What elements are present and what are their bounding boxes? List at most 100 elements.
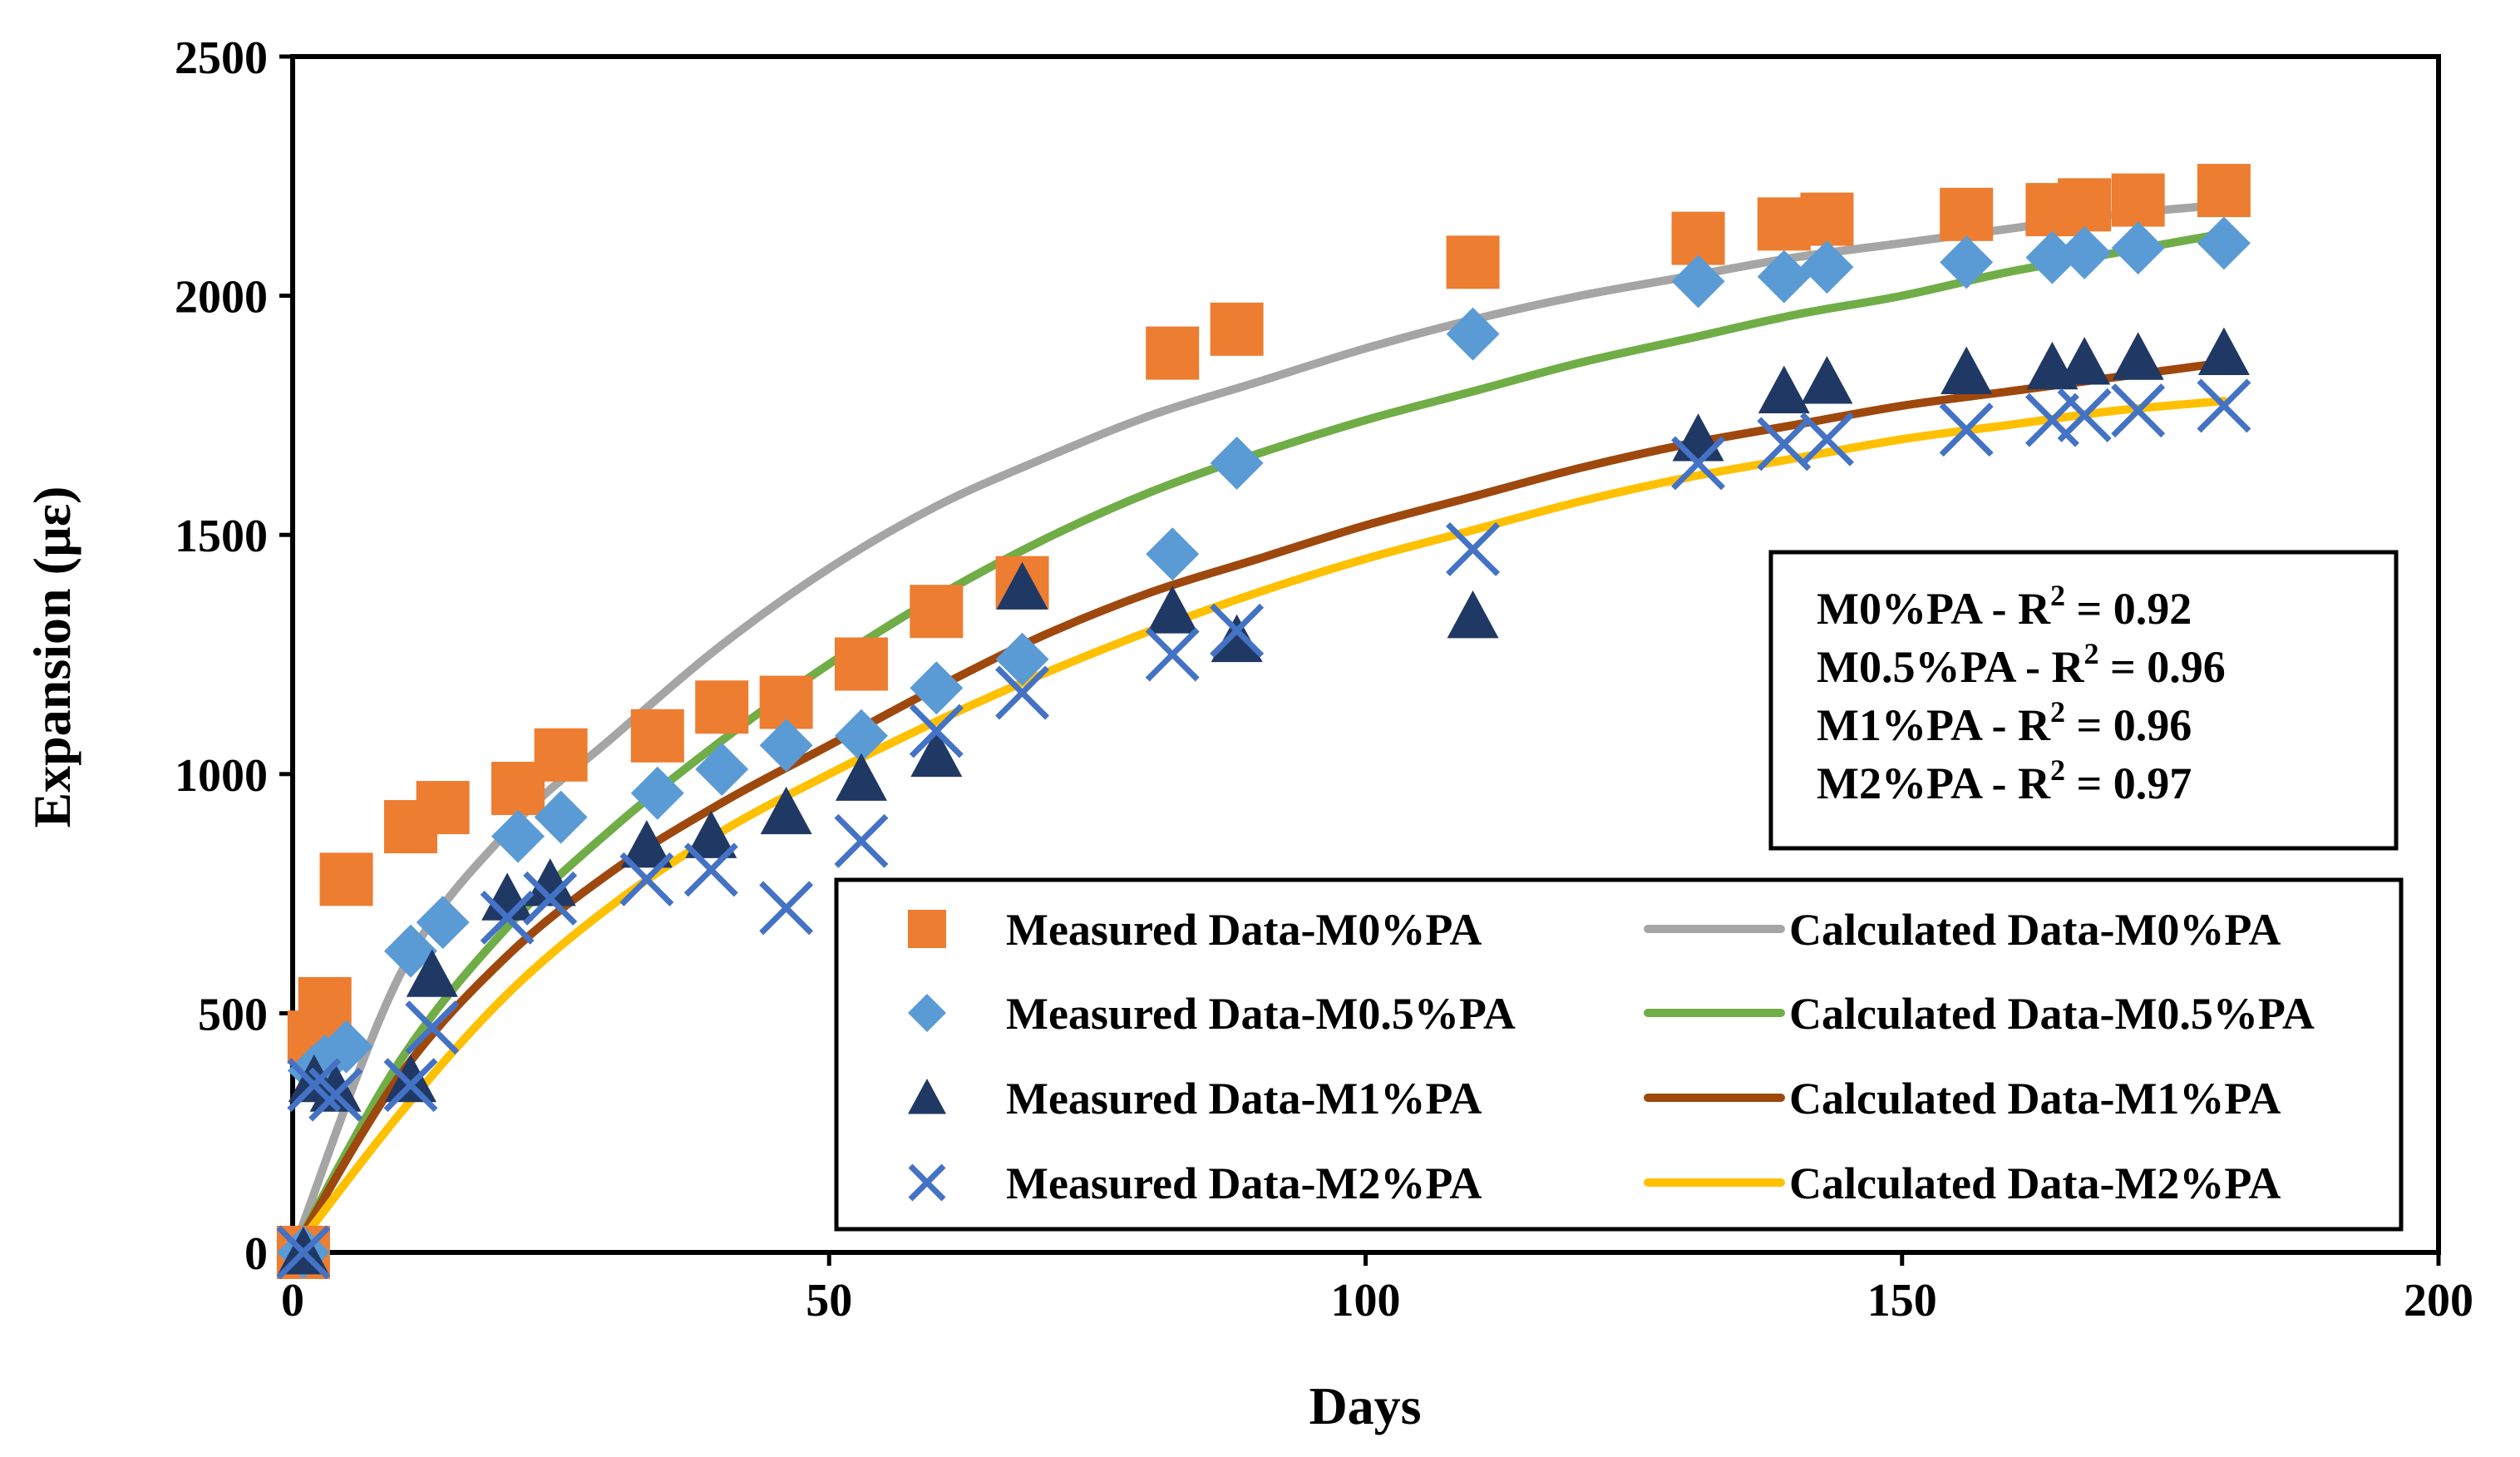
data-point-square — [1146, 326, 1200, 380]
x-marker-stroke — [2057, 388, 2112, 442]
data-point-diamond — [1146, 527, 1200, 581]
x-marker-stroke — [308, 1067, 363, 1122]
r2-superscript: 2 — [2084, 637, 2098, 670]
data-point-square — [1446, 235, 1500, 289]
calculated-line — [288, 358, 2228, 1257]
r2-series-text: M1%PA - R — [1817, 700, 2051, 750]
r2-superscript: 2 — [2050, 579, 2065, 612]
data-point-diamond — [2111, 221, 2165, 275]
data-point-diamond — [319, 1020, 373, 1074]
r2-value: = 0.97 — [2065, 758, 2192, 808]
r2-series-text: M0.5%PA - R — [1817, 642, 2084, 692]
data-point-triangle — [620, 820, 673, 868]
y-tick-label: 500 — [198, 989, 268, 1040]
r2-box-border — [1768, 550, 2399, 851]
data-point-x — [383, 1058, 438, 1113]
legend-border — [834, 877, 2404, 1232]
legend-label: Measured Data-M0.5%PA — [1006, 989, 1516, 1039]
x-marker-stroke — [834, 813, 889, 868]
y-tick-label: 1000 — [175, 750, 268, 802]
data-point-x — [683, 842, 738, 897]
legend-marker-triangle — [908, 1079, 946, 1114]
data-point-diamond — [995, 632, 1049, 686]
x-marker-stroke — [383, 1058, 438, 1113]
data-point-diamond — [416, 896, 470, 950]
data-point-x — [523, 871, 578, 926]
data-point-square — [695, 680, 749, 734]
data-point-diamond — [383, 924, 437, 978]
data-point-x — [2111, 383, 2166, 438]
data-point-diamond — [1757, 249, 1811, 304]
x-marker-stroke — [405, 1000, 460, 1055]
data-point-diamond — [630, 766, 684, 820]
y-tick-label: 1500 — [175, 511, 268, 562]
data-point-diamond — [759, 719, 813, 773]
x-marker-stroke — [2197, 378, 2251, 433]
data-point-x — [1145, 627, 1200, 682]
legend-label: Calculated Data-M2%PA — [1789, 1158, 2281, 1208]
x-marker-stroke — [995, 665, 1050, 720]
legend-label: Measured Data-M2%PA — [1006, 1158, 1482, 1208]
data-point-x — [308, 1067, 363, 1122]
x-marker-stroke — [523, 871, 578, 926]
data-point-square — [834, 637, 888, 691]
legend-label: Calculated Data-M0%PA — [1789, 905, 2281, 955]
data-point-square — [1210, 302, 1264, 356]
data-point-triangle — [309, 1064, 362, 1112]
data-point-x — [480, 890, 535, 945]
data-point-x — [995, 665, 1050, 720]
x-marker-stroke — [1145, 627, 1200, 682]
legend-label: Measured Data-M0%PA — [1006, 905, 1482, 955]
data-point-square — [630, 709, 684, 763]
legend: Measured Data-M0%PA Measured Data-M0.5%PA… — [834, 877, 2404, 1232]
x-marker-stroke — [1210, 603, 1265, 658]
data-point-x — [1939, 403, 1994, 457]
x-marker-stroke — [1939, 403, 1994, 457]
data-point-triangle — [1758, 365, 1810, 413]
data-point-x — [2057, 388, 2112, 442]
x-marker-stroke — [759, 881, 814, 936]
data-point-square — [319, 852, 373, 906]
x-tick-label: 200 — [2404, 1275, 2473, 1326]
y-tick-label: 2500 — [175, 32, 268, 84]
calculated-line — [288, 397, 2228, 1257]
calculated-line — [288, 200, 2228, 1257]
r2-line: M0%PA - R2 = 0.92 — [1817, 579, 2192, 634]
data-point-x — [1799, 412, 1854, 467]
legend-label: Measured Data-M1%PA — [1006, 1074, 1482, 1124]
data-point-triangle — [1801, 356, 1853, 404]
data-point-triangle — [996, 561, 1048, 610]
data-point-diamond — [1940, 235, 1994, 289]
x-marker-stroke — [480, 890, 535, 945]
data-point-diamond — [1210, 436, 1264, 490]
data-point-square — [910, 585, 964, 639]
x-marker-stroke — [2111, 383, 2166, 438]
data-point-triangle — [1147, 585, 1199, 634]
data-point-triangle — [1211, 614, 1263, 663]
data-point-diamond — [1800, 240, 1854, 294]
data-point-x — [909, 704, 964, 758]
data-point-square — [416, 781, 470, 835]
x-marker-stroke — [1446, 521, 1501, 576]
data-point-square — [2111, 173, 2165, 227]
y-axis-label: Expansion (µε) — [22, 486, 81, 828]
data-point-triangle — [760, 786, 812, 835]
x-marker-stroke — [287, 1058, 342, 1113]
data-point-triangle — [835, 753, 887, 801]
x-tick-label: 150 — [1867, 1275, 1937, 1326]
x-marker-stroke — [1671, 436, 1726, 491]
y-tick-label: 0 — [244, 1228, 268, 1280]
r2-value: = 0.96 — [2098, 642, 2225, 692]
r2-value: = 0.92 — [2065, 584, 2192, 634]
calculated-line — [288, 229, 2228, 1257]
r2-line: M1%PA - R2 = 0.96 — [1817, 695, 2192, 750]
data-point-diamond — [910, 661, 964, 715]
r2-line: M0.5%PA - R2 = 0.96 — [1817, 637, 2226, 692]
data-point-x — [2197, 378, 2251, 433]
x-marker-stroke — [908, 1163, 946, 1202]
data-point-square — [298, 976, 352, 1030]
data-point-triangle — [1941, 346, 1993, 394]
x-marker-stroke — [909, 704, 964, 758]
measured-markers — [276, 164, 2251, 1280]
